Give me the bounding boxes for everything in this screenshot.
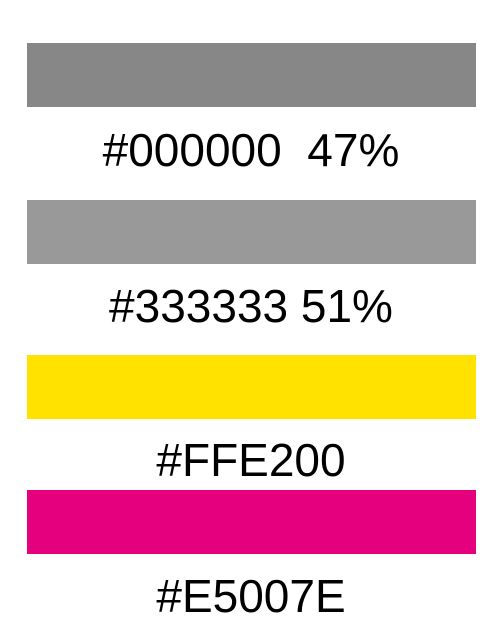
color-code-label: #E5007E [156, 570, 346, 622]
color-code-label: #333333 51% [109, 280, 393, 332]
color-code-label: #000000 47% [102, 124, 400, 176]
color-swatch-gray-light [27, 200, 476, 264]
color-swatch-magenta [27, 490, 476, 554]
color-swatch-yellow [27, 355, 476, 419]
color-swatch-gray-dark [27, 43, 476, 107]
color-code-label: #FFE200 [156, 434, 346, 486]
